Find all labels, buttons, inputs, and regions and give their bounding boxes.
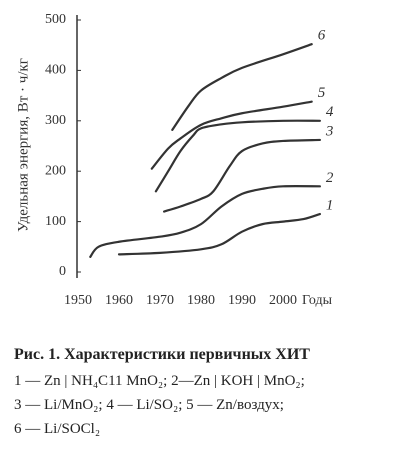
series-line bbox=[163, 138, 321, 213]
y-axis-label: Удельная энергия, Вт · ч/кг bbox=[15, 58, 31, 232]
series-label: 3 bbox=[325, 123, 334, 139]
x-tick-label: 1970 bbox=[146, 293, 174, 308]
y-tick-label: 0 bbox=[59, 264, 66, 279]
x-tick-label: 1960 bbox=[105, 293, 133, 308]
caption-title: Рис. 1. Характеристики первичных ХИТ bbox=[14, 346, 310, 363]
y-tick-label: 100 bbox=[45, 214, 66, 229]
x-tick-label: 1950 bbox=[64, 293, 92, 308]
y-tick-label: 200 bbox=[45, 163, 66, 178]
series-line bbox=[89, 185, 321, 258]
x-tick-label: 2000 bbox=[269, 293, 297, 308]
caption-line: 6 — Li/SOCl₂ bbox=[14, 421, 101, 437]
chart: Удельная энергия, Вт · ч/кг Годы 0 100 200… bbox=[15, 12, 334, 308]
series-line bbox=[150, 100, 313, 170]
caption-line: 1 — Zn | NH₄C11 MnO₂; 2—Zn | KOH | MnO₂; bbox=[14, 373, 305, 389]
series-label: 5 bbox=[318, 85, 326, 101]
x-axis-label: Годы bbox=[302, 293, 333, 308]
x-tick-label: 1990 bbox=[228, 293, 256, 308]
y-tick-label: 300 bbox=[45, 113, 66, 128]
series-label: 1 bbox=[326, 197, 334, 213]
series-line bbox=[171, 43, 313, 131]
series-label: 6 bbox=[318, 28, 326, 44]
series-line bbox=[117, 212, 321, 256]
series-line bbox=[154, 119, 321, 193]
y-tick-label: 500 bbox=[45, 12, 66, 27]
caption-line: 3 — Li/MnO₂; 4 — Li/SO₂; 5 — Zn/воздух; bbox=[14, 397, 284, 413]
series-label: 4 bbox=[326, 104, 334, 120]
series-label: 2 bbox=[326, 170, 334, 186]
y-tick-label: 400 bbox=[45, 63, 66, 78]
x-tick-label: 1980 bbox=[187, 293, 215, 308]
